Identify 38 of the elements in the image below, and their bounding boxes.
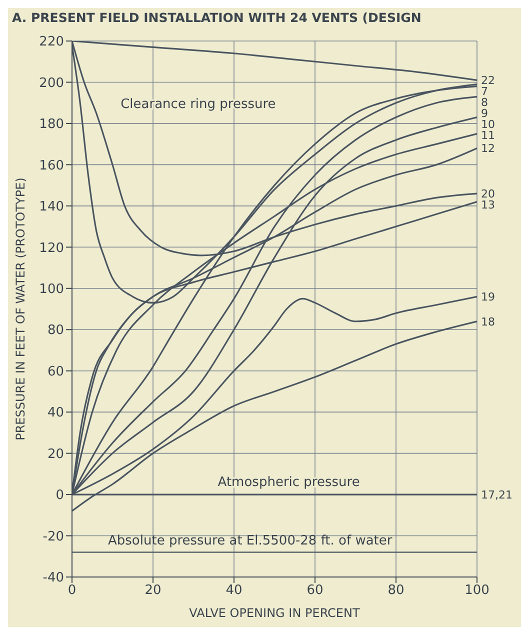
y-tick-label: 160 [39, 158, 64, 174]
y-tick-label: 180 [39, 117, 64, 132]
y-tick-label: -20 [42, 529, 64, 544]
y-tick-label: -40 [42, 570, 64, 586]
x-axis-title: VALVE OPENING IN PERCENT [189, 606, 360, 620]
y-tick-label: 200 [39, 76, 64, 91]
series-label: 22 [481, 74, 495, 88]
x-tick-label: 40 [226, 583, 242, 598]
y-tick-label: 140 [39, 200, 64, 215]
series-label: 13 [481, 198, 495, 212]
series-label: 11 [481, 129, 495, 142]
annotation: Clearance ring pressure [120, 97, 276, 112]
series-label: 7 [481, 85, 488, 98]
series-label: 17,21 [481, 488, 512, 502]
y-axis-title: PRESSURE IN FEET OF WATER (PROTOTYPE) [13, 178, 28, 440]
y-tick-label: 60 [47, 364, 64, 380]
series-label: 20 [481, 188, 495, 201]
x-tick-label: 100 [464, 583, 490, 598]
y-tick-label: 0 [56, 488, 64, 504]
x-tick-label: 20 [144, 583, 162, 598]
y-tick-label: 220 [39, 34, 64, 50]
series-label: 19 [481, 290, 495, 304]
series-label: 10 [481, 118, 495, 132]
series-label: 18 [481, 315, 495, 328]
y-tick-label: 100 [39, 282, 64, 297]
series-label: 9 [481, 107, 488, 120]
y-tick-label: 120 [39, 240, 64, 256]
chart-title: A. PRESENT FIELD INSTALLATION WITH 24 VENTS (DESIGN [11, 9, 422, 27]
x-tick-label: 60 [306, 583, 324, 598]
series-label: 8 [481, 96, 488, 110]
y-tick-label: 80 [47, 323, 64, 338]
annotation: Atmospheric pressure [218, 474, 360, 490]
x-tick-label: 80 [388, 583, 404, 598]
y-tick-label: 40 [47, 406, 64, 421]
ref-line-label: Absolute pressure at El.5500-28 ft. of water [108, 533, 393, 548]
x-tick-label: 0 [68, 583, 76, 598]
series-label: 12 [481, 142, 495, 156]
y-tick-label: 20 [47, 446, 64, 462]
